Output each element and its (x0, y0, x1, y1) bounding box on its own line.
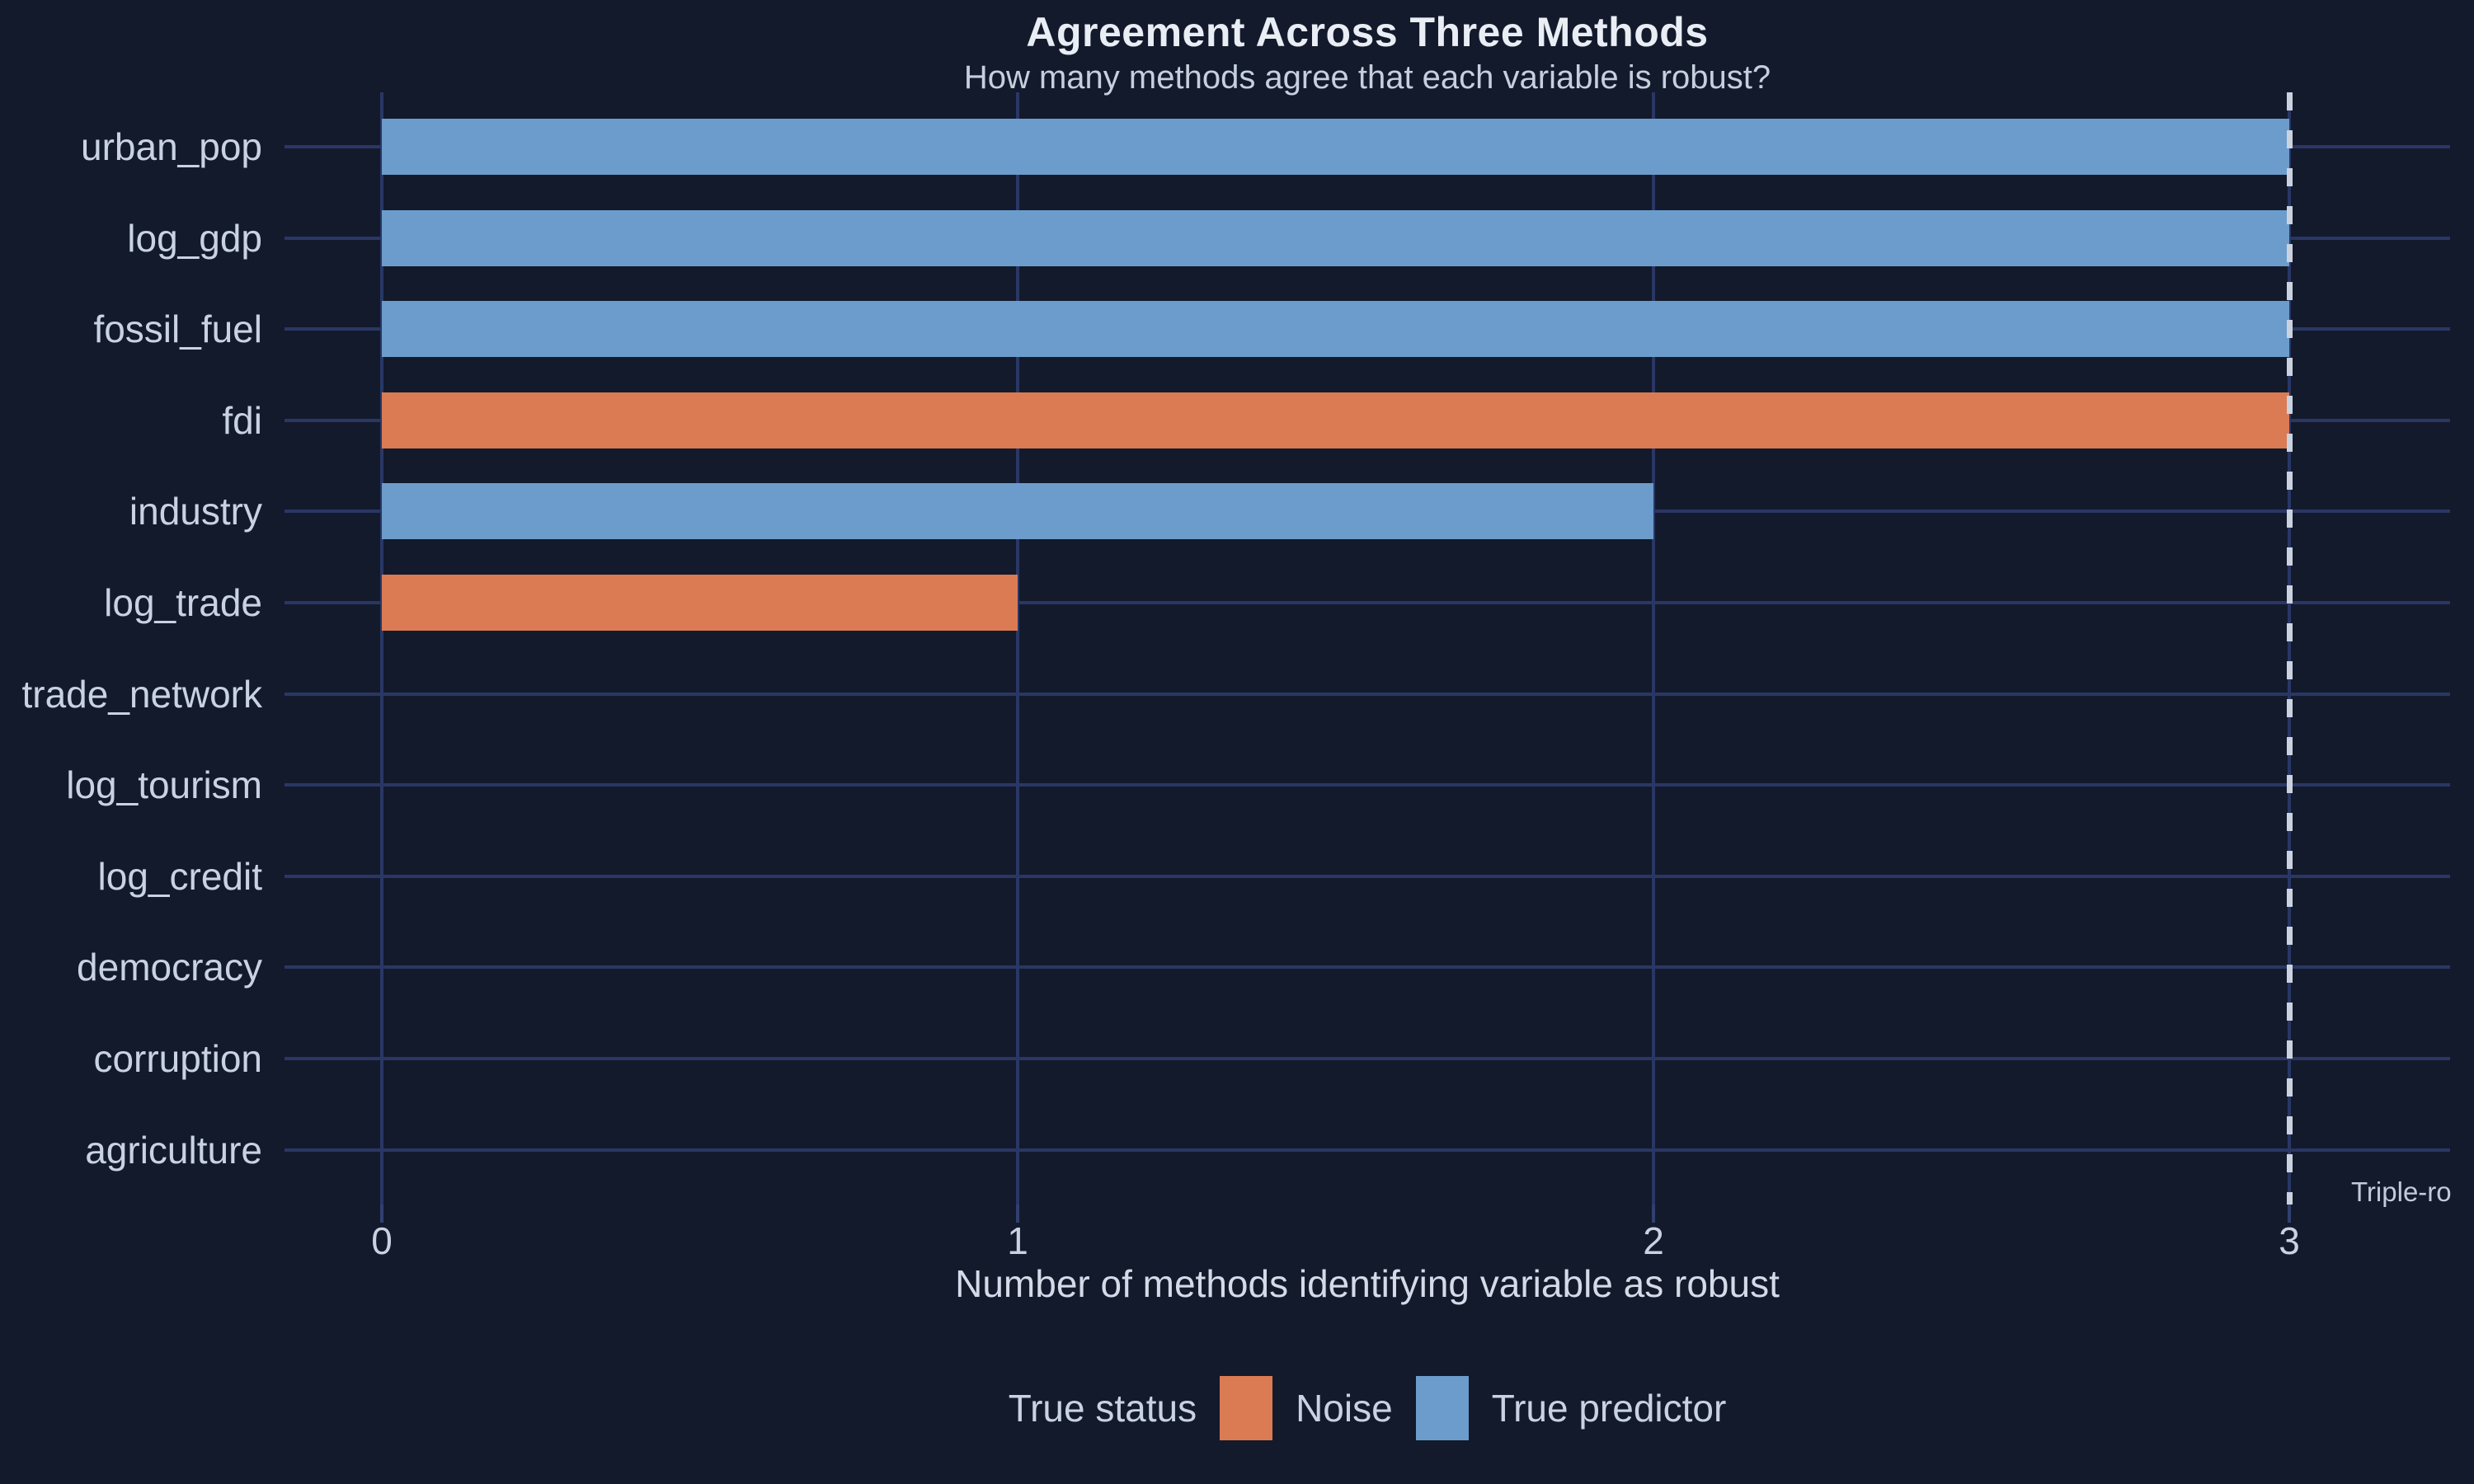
gridline-log_trade (285, 601, 2450, 604)
reference-line-label: Triple-ro (2351, 1176, 2452, 1207)
chart-subtitle: How many methods agree that each variabl… (963, 59, 1771, 96)
x-tick-label-0: 0 (371, 1219, 393, 1262)
x-tick-mark-1 (1016, 1205, 1019, 1223)
bar-log_trade (382, 575, 1018, 631)
x-tick-mark-2 (1652, 1205, 1655, 1223)
legend-title: True status (1008, 1387, 1197, 1430)
plot-panel (285, 92, 2450, 1205)
gridline-corruption (285, 1057, 2450, 1060)
y-tick-label-log_trade: log_trade (104, 581, 262, 624)
bar-log_gdp (382, 209, 2289, 266)
chart-title: Agreement Across Three Methods (1026, 9, 1709, 55)
gridline-log_credit (285, 874, 2450, 878)
gridline-log_tourism (285, 783, 2450, 787)
x-tick-mark-0 (380, 1205, 383, 1223)
legend-label-noise: Noise (1296, 1387, 1393, 1430)
y-tick-label-fdi: fdi (222, 398, 262, 442)
gridline-trade_network (285, 692, 2450, 696)
x-axis: 0 1 2 3 (285, 1205, 2450, 1303)
gridline-x-2 (1652, 92, 1655, 1205)
legend-swatch-true-predictor (1415, 1376, 1469, 1440)
legend: True status Noise True predictor (285, 1372, 2450, 1444)
y-tick-label-log_credit: log_credit (97, 854, 262, 898)
gridline-x-0 (380, 92, 383, 1205)
y-tick-label-fossil_fuel: fossil_fuel (93, 308, 262, 351)
bar-fossil_fuel (382, 301, 2289, 358)
x-tick-label-1: 1 (1007, 1219, 1028, 1262)
legend-label-true-predictor: True predictor (1491, 1387, 1727, 1430)
reference-line (2286, 92, 2293, 1205)
y-tick-label-urban_pop: urban_pop (81, 125, 262, 168)
x-tick-label-2: 2 (1643, 1219, 1664, 1262)
bar-industry (382, 483, 1653, 540)
bar-urban_pop (382, 119, 2289, 175)
y-tick-label-industry: industry (129, 490, 262, 533)
y-tick-label-log_tourism: log_tourism (66, 763, 262, 807)
gridline-agriculture (285, 1148, 2450, 1152)
bar-fdi (382, 392, 2289, 448)
y-tick-label-log_gdp: log_gdp (127, 216, 262, 260)
y-tick-label-agriculture: agriculture (85, 1128, 262, 1172)
y-tick-label-corruption: corruption (93, 1037, 262, 1080)
x-axis-title: Number of methods identifying variable a… (955, 1262, 1780, 1305)
legend-swatch-noise (1220, 1376, 1273, 1440)
y-tick-label-democracy: democracy (77, 946, 262, 989)
gridline-x-1 (1016, 92, 1019, 1205)
x-tick-mark-3 (2288, 1205, 2291, 1223)
x-tick-label-3: 3 (2279, 1219, 2300, 1262)
y-tick-label-trade_network: trade_network (21, 672, 263, 716)
gridline-democracy (285, 965, 2450, 970)
